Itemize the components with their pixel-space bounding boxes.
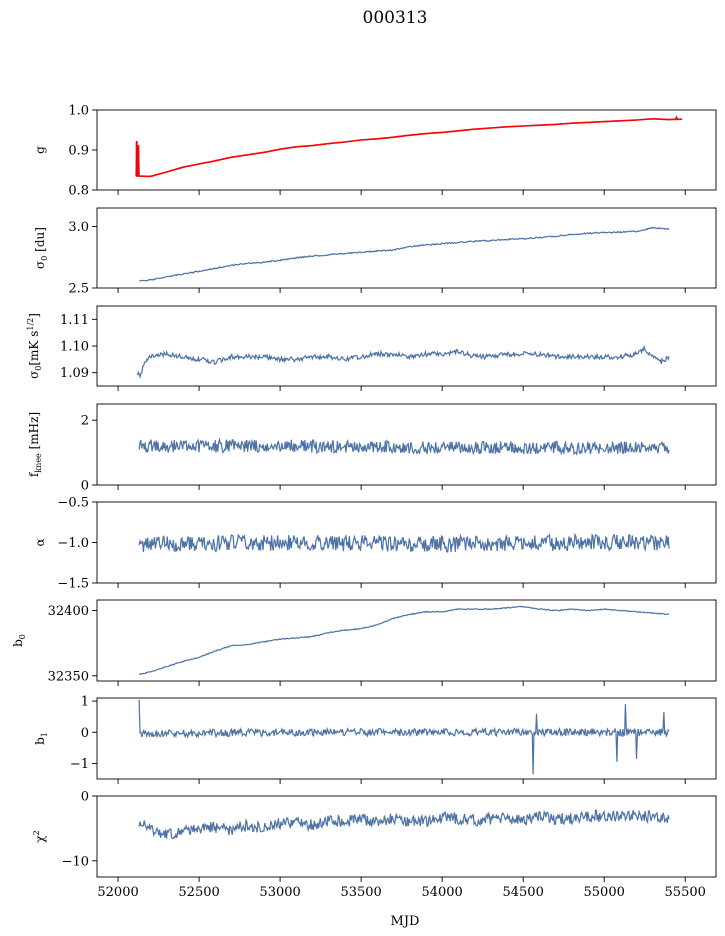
g-fit-line xyxy=(135,117,683,178)
panel-chi2: −10 0 52000 52500 53000 53500 54000 54500 55000 5… xyxy=(32,790,717,900)
fknee-y-label: fknee [mHz] xyxy=(27,412,43,477)
chi2-ytick-label: 0 xyxy=(81,790,89,805)
sigma0-mk-y-label: σ0[mK s1/2] xyxy=(26,313,43,379)
xtick-label: 54000 xyxy=(421,885,462,900)
g-ytick-label: 0.8 xyxy=(68,184,89,199)
alpha-ytick-label: −1.0 xyxy=(57,536,89,551)
alpha-ytick-label: −1.5 xyxy=(57,577,89,592)
g-axes-frame xyxy=(96,109,717,191)
g-ytick-label: 0.9 xyxy=(68,144,89,159)
xtick-label: 55500 xyxy=(665,885,706,900)
b0-y-label: b0 xyxy=(11,634,27,647)
xtick-label: 54500 xyxy=(502,885,543,900)
g-series-line xyxy=(135,114,683,178)
b0-ytick-label: 32350 xyxy=(48,669,89,684)
b1-ytick-label: −1 xyxy=(70,757,89,772)
sigma0-mk-ytick-label: 1.11 xyxy=(60,313,89,328)
b0-axes-frame xyxy=(96,599,717,682)
sigma0-mk-axes-frame xyxy=(96,305,717,387)
chi2-axes-frame xyxy=(96,795,717,878)
sigma0-mk-ytick-label: 1.09 xyxy=(60,366,89,381)
sigma0-du-y-label: σ0 [du] xyxy=(33,227,49,269)
sigma0-du-series-line xyxy=(139,226,670,282)
alpha-ytick-label: −0.5 xyxy=(57,496,89,511)
sigma0-mk-series-line xyxy=(136,344,670,379)
fknee-ytick-label: 0 xyxy=(81,479,89,494)
xtick-label: 52500 xyxy=(178,885,219,900)
panel-sigma0-du: 2.5 3.0 σ0 [du] xyxy=(33,207,717,297)
panels: 0.8 0.9 1.0 g 2.5 3.0 σ0 [du] 1.09 1.10 1.11 σ0[mK… xyxy=(11,104,717,900)
b1-y-label: b1 xyxy=(33,732,49,745)
panel-alpha: −1.5 −1.0 −0.5 α xyxy=(33,496,717,592)
chi2-y-label: χ2 xyxy=(32,830,47,842)
sigma0-du-ytick-label: 2.5 xyxy=(68,282,89,297)
b1-axes-frame xyxy=(96,697,717,780)
sigma0-du-ytick-label: 3.0 xyxy=(68,220,89,235)
x-axis-label: MJD xyxy=(391,914,420,929)
b0-series-line xyxy=(138,605,669,676)
xtick-label: 55000 xyxy=(584,885,625,900)
figure-title: 000313 xyxy=(363,8,428,28)
alpha-series-line xyxy=(138,532,670,553)
g-ytick-label: 1.0 xyxy=(68,104,89,119)
panel-sigma0-mk: 1.09 1.10 1.11 σ0[mK s1/2] xyxy=(26,305,717,391)
panel-fknee: 0 2 fknee [mHz] xyxy=(27,403,717,494)
g-y-label: g xyxy=(33,146,47,154)
sigma0-du-axes-frame xyxy=(96,207,717,289)
b1-ytick-label: 0 xyxy=(81,726,89,741)
fknee-series-line xyxy=(138,437,670,457)
panel-b1: −1 0 1 b1 xyxy=(33,695,717,784)
alpha-y-label: α xyxy=(33,538,47,546)
fknee-axes-frame xyxy=(96,403,717,486)
b0-ytick-label: 32400 xyxy=(48,604,89,619)
sigma0-mk-ytick-label: 1.10 xyxy=(60,340,89,355)
b1-ytick-label: 1 xyxy=(81,695,89,710)
fknee-ytick-label: 2 xyxy=(81,414,89,429)
xtick-label: 53000 xyxy=(259,885,300,900)
xtick-label: 53500 xyxy=(340,885,381,900)
b1-series-line xyxy=(138,699,670,775)
panel-b0: 32350 32400 b0 xyxy=(11,599,717,686)
xtick-label: 52000 xyxy=(97,885,138,900)
panel-g: 0.8 0.9 1.0 g xyxy=(33,104,717,199)
chi2-ytick-label: −10 xyxy=(62,854,89,869)
chi2-series-line xyxy=(138,809,670,840)
